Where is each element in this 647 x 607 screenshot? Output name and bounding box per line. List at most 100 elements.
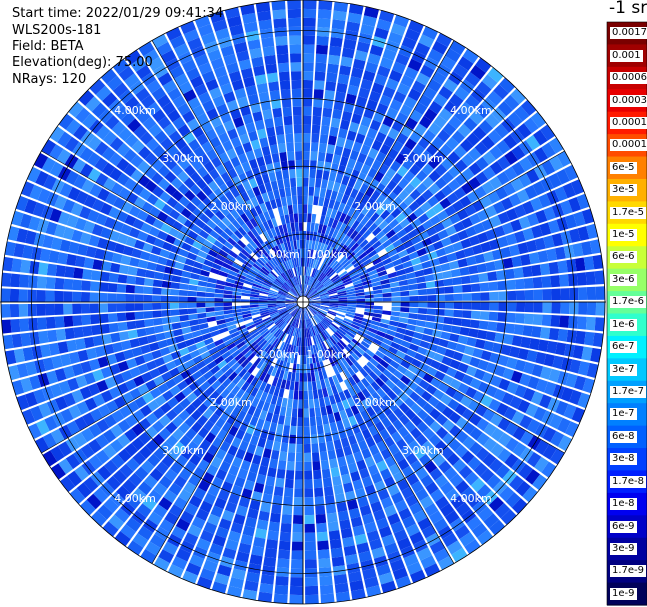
field-cell: [179, 347, 190, 357]
field-cell: [242, 12, 257, 24]
field-cell: [314, 281, 321, 289]
field-cell: [442, 324, 453, 333]
field-cell: [557, 328, 568, 342]
field-cell: [306, 355, 310, 365]
field-cell: [39, 248, 51, 262]
field-cell: [331, 19, 346, 30]
field-cell: [293, 240, 297, 250]
field-cell: [366, 361, 376, 371]
field-cell: [303, 133, 311, 143]
field-cell: [511, 335, 523, 347]
field-cell: [246, 374, 255, 384]
field-cell: [54, 224, 66, 238]
field-cell: [343, 389, 352, 400]
field-cell: [410, 176, 422, 189]
field-cell: [295, 231, 300, 241]
field-cell: [415, 72, 431, 86]
field-cell: [213, 225, 224, 235]
field-cell: [346, 306, 356, 310]
field-cell: [346, 196, 355, 207]
field-cell: [392, 567, 408, 581]
field-cell: [363, 175, 374, 187]
field-cell: [312, 461, 321, 471]
field-cell: [594, 317, 605, 332]
field-cell: [254, 320, 264, 327]
field-cell: [170, 461, 183, 475]
field-cell: [249, 47, 263, 59]
field-cell: [204, 432, 216, 444]
field-cell: [509, 346, 521, 358]
field-cell: [328, 291, 338, 295]
field-cell: [294, 336, 298, 346]
field-cell: [542, 302, 552, 314]
field-cell: [333, 1, 349, 13]
field-cell: [249, 299, 259, 302]
field-cell: [310, 151, 318, 161]
field-cell: [420, 201, 432, 213]
field-cell: [224, 313, 234, 319]
field-cell: [511, 161, 526, 177]
field-cell: [429, 467, 443, 481]
field-cell: [327, 180, 335, 191]
field-cell: [179, 434, 192, 447]
field-cell: [415, 368, 427, 379]
field-cell: [444, 348, 456, 359]
field-cell: [409, 302, 419, 308]
field-cell: [259, 309, 269, 314]
field-cell: [254, 278, 264, 284]
field-cell: [178, 157, 191, 170]
field-cell: [327, 246, 334, 256]
field-cell: [365, 374, 375, 385]
field-cell: [283, 242, 289, 252]
field-cell: [161, 203, 173, 215]
field-cell: [188, 284, 198, 291]
field-cell: [408, 343, 420, 352]
field-cell: [503, 182, 516, 196]
field-cell: [432, 202, 444, 214]
field-cell: [273, 267, 281, 276]
field-cell: [1, 319, 12, 334]
field-cell: [238, 270, 248, 277]
field-cell: [356, 346, 366, 356]
field-cell: [236, 273, 246, 280]
field-cell: [379, 359, 390, 369]
field-cell: [218, 270, 229, 278]
field-cell: [202, 185, 213, 197]
field-cell: [318, 0, 333, 11]
field-cell: [199, 500, 213, 513]
field-cell: [74, 217, 87, 231]
field-cell: [97, 356, 109, 368]
field-cell: [330, 322, 339, 330]
field-cell: [288, 326, 294, 336]
field-cell: [285, 304, 295, 308]
field-cell: [578, 287, 588, 300]
field-cell: [323, 161, 332, 172]
field-cell: [306, 285, 311, 294]
field-cell: [409, 289, 419, 296]
field-cell: [275, 170, 283, 181]
field-cell: [260, 288, 270, 293]
field-cell: [512, 426, 527, 441]
field-cell: [368, 371, 379, 381]
field-cell: [259, 410, 268, 421]
field-cell: [271, 376, 279, 387]
field-cell: [146, 334, 158, 344]
field-cell: [322, 319, 330, 327]
field-cell: [440, 55, 457, 70]
field-cell: [306, 285, 311, 295]
field-cell: [540, 124, 556, 141]
field-cell: [534, 423, 549, 438]
field-cell: [45, 290, 55, 302]
field-cell: [319, 215, 326, 225]
field-cell: [368, 90, 382, 103]
field-cell: [131, 183, 145, 196]
field-cell: [373, 509, 386, 522]
field-cell: [398, 317, 409, 324]
field-cell: [290, 354, 295, 364]
field-cell: [276, 303, 286, 305]
field-cell: [462, 436, 476, 450]
field-cell: [285, 299, 295, 302]
field-cell: [306, 363, 311, 373]
field-cell: [245, 30, 260, 42]
field-cell: [303, 53, 315, 63]
